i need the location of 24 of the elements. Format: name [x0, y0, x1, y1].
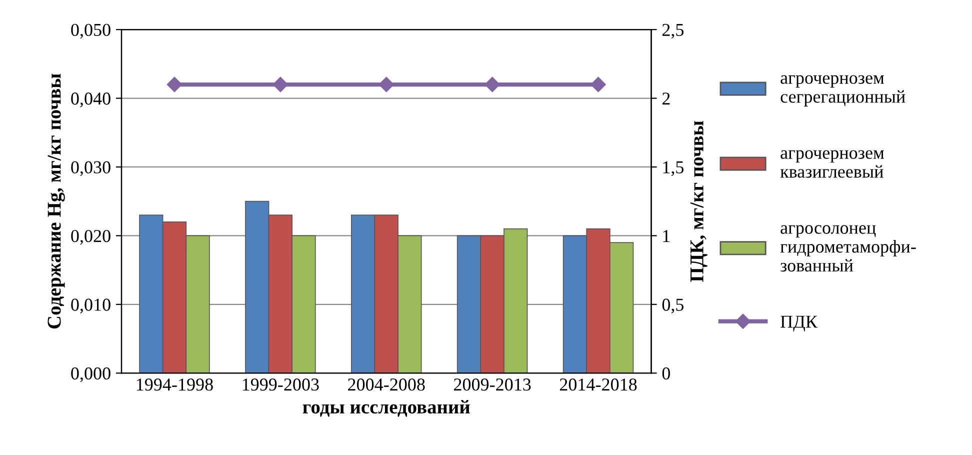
legend-label: агрочернозем квазиглеевый	[780, 150, 884, 178]
y-tick-label: 0,030	[71, 161, 110, 176]
y2-tick-label: 0	[662, 367, 670, 380]
y2-tick-label: 1,5	[663, 161, 684, 176]
x-tick-label: 2009-2013	[454, 378, 531, 391]
y2-tick-label: 2,5	[662, 24, 684, 39]
y-axis-title: Содержание Hg, мг/кг почвы	[48, 74, 65, 328]
legend-label: ПДК	[780, 316, 818, 332]
y-tick-label: 0,010	[71, 298, 110, 314]
y-tick-label: 0,020	[71, 230, 110, 245]
legend-label: агрочернозем сегрегационный	[780, 75, 906, 106]
x-axis-title: годы исследований	[302, 400, 470, 417]
x-tick-label: 1994-1998	[136, 378, 213, 391]
legend-label: агросолонец гидрометаморфи- зованный	[780, 225, 916, 272]
y-tick-label: 0,050	[71, 24, 110, 39]
y2-tick-label: 2	[662, 92, 670, 105]
x-tick-label: 2004-2008	[348, 378, 425, 391]
y-tick-label: 0,040	[71, 92, 110, 108]
y2-tick-label: 1	[663, 230, 670, 242]
y2-axis-title: ПДК, мг/кг почвы	[690, 120, 708, 282]
x-tick-label: 2014-2018	[560, 378, 637, 391]
y2-tick-label: 0,5	[662, 298, 684, 314]
y-tick-label: 0,000	[71, 367, 110, 382]
x-tick-label: 1999-2003	[242, 378, 319, 391]
